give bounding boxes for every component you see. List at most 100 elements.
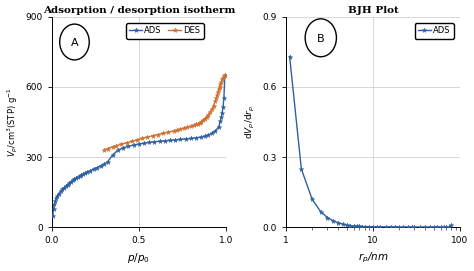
DES bbox=[202, 117, 208, 120]
Line: DES: DES bbox=[101, 73, 227, 153]
ADS bbox=[299, 167, 304, 170]
ADS bbox=[287, 55, 292, 58]
DES bbox=[219, 78, 225, 81]
ADS bbox=[347, 224, 353, 227]
DES bbox=[222, 74, 228, 77]
DES bbox=[217, 85, 222, 89]
DES bbox=[218, 83, 223, 86]
DES bbox=[216, 88, 221, 91]
DES bbox=[205, 113, 211, 116]
ADS bbox=[354, 225, 359, 228]
DES bbox=[118, 143, 124, 146]
ADS bbox=[356, 225, 362, 228]
DES bbox=[200, 119, 206, 122]
DES bbox=[193, 123, 199, 126]
ADS bbox=[68, 180, 74, 183]
DES bbox=[181, 127, 187, 130]
ADS bbox=[178, 138, 183, 141]
DES bbox=[207, 111, 213, 114]
ADS bbox=[366, 225, 372, 228]
DES bbox=[195, 122, 201, 125]
DES bbox=[150, 134, 155, 137]
ADS bbox=[411, 225, 417, 229]
ADS bbox=[205, 133, 211, 137]
Text: B: B bbox=[317, 34, 325, 44]
ADS bbox=[310, 198, 315, 201]
Y-axis label: $V_p$/cm$^3$(STP) g$^{-1}$: $V_p$/cm$^3$(STP) g$^{-1}$ bbox=[6, 87, 20, 157]
ADS bbox=[330, 219, 336, 222]
ADS bbox=[400, 225, 406, 229]
ADS bbox=[344, 224, 350, 227]
DES bbox=[178, 127, 183, 131]
DES bbox=[174, 128, 180, 132]
DES bbox=[199, 120, 204, 123]
ADS bbox=[157, 140, 163, 143]
ADS bbox=[318, 210, 323, 213]
DES bbox=[155, 133, 161, 136]
ADS bbox=[438, 225, 443, 229]
DES bbox=[213, 96, 219, 100]
ADS bbox=[422, 225, 428, 229]
ADS bbox=[359, 225, 365, 228]
DES bbox=[171, 129, 176, 133]
ADS bbox=[374, 225, 379, 229]
DES bbox=[134, 138, 140, 141]
ADS bbox=[325, 216, 330, 219]
ADS bbox=[336, 221, 341, 224]
DES bbox=[210, 104, 216, 107]
DES bbox=[165, 131, 171, 134]
DES bbox=[184, 126, 190, 129]
ADS bbox=[418, 225, 423, 229]
ADS bbox=[396, 225, 402, 229]
ADS bbox=[50, 214, 55, 217]
Legend: ADS: ADS bbox=[415, 23, 454, 39]
DES bbox=[124, 141, 129, 144]
ADS bbox=[392, 225, 398, 229]
Legend: ADS, DES: ADS, DES bbox=[126, 23, 204, 39]
ADS bbox=[444, 225, 449, 229]
DES bbox=[139, 137, 145, 140]
DES bbox=[110, 145, 116, 148]
X-axis label: $r_p$/nm: $r_p$/nm bbox=[357, 251, 388, 265]
Text: A: A bbox=[71, 38, 78, 48]
DES bbox=[160, 132, 166, 135]
ADS bbox=[222, 74, 228, 77]
ADS bbox=[340, 222, 346, 226]
DES bbox=[212, 99, 218, 103]
ADS bbox=[434, 225, 440, 229]
ADS bbox=[446, 225, 452, 229]
DES bbox=[197, 121, 202, 124]
ADS bbox=[431, 225, 437, 229]
ADS bbox=[383, 225, 389, 229]
DES bbox=[214, 93, 220, 97]
Line: ADS: ADS bbox=[287, 54, 454, 230]
ADS bbox=[405, 225, 410, 229]
DES bbox=[191, 124, 197, 127]
ADS bbox=[362, 225, 367, 228]
ADS bbox=[388, 225, 393, 229]
Line: ADS: ADS bbox=[50, 73, 227, 218]
DES bbox=[145, 136, 150, 139]
DES bbox=[220, 76, 226, 79]
ADS bbox=[409, 225, 415, 229]
ADS bbox=[448, 224, 454, 227]
Title: Adsorption / desorption isotherm: Adsorption / desorption isotherm bbox=[43, 6, 235, 15]
DES bbox=[101, 149, 107, 152]
ADS bbox=[370, 225, 376, 228]
ADS bbox=[441, 225, 447, 229]
DES bbox=[209, 108, 215, 111]
DES bbox=[221, 75, 227, 78]
DES bbox=[204, 115, 210, 118]
DES bbox=[219, 80, 224, 83]
Title: BJH Plot: BJH Plot bbox=[347, 6, 398, 15]
ADS bbox=[427, 225, 433, 229]
ADS bbox=[70, 179, 75, 182]
DES bbox=[129, 140, 135, 143]
ADS bbox=[351, 224, 356, 228]
DES bbox=[215, 91, 221, 94]
DES bbox=[105, 147, 110, 150]
DES bbox=[113, 144, 119, 147]
ADS bbox=[220, 105, 226, 108]
X-axis label: $p/p_0$: $p/p_0$ bbox=[128, 251, 150, 265]
Y-axis label: d$V_p$/d$r_p$: d$V_p$/d$r_p$ bbox=[244, 105, 257, 139]
